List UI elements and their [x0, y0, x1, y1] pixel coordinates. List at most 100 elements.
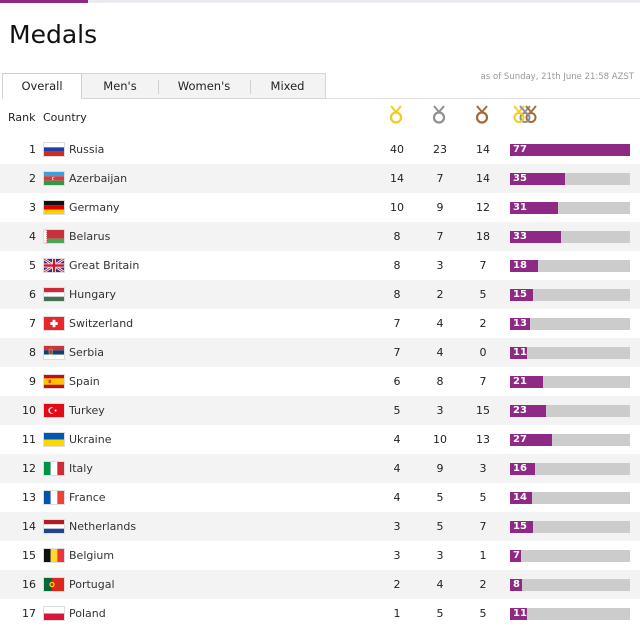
country-name[interactable]: Russia [69, 143, 105, 156]
country-name[interactable]: Portugal [69, 578, 115, 591]
gold-count: 3 [393, 520, 401, 533]
total-bar-fill [510, 347, 527, 359]
belgium-flag-icon [44, 549, 64, 562]
rank-cell: 4 [29, 230, 36, 243]
country-name[interactable]: Great Britain [69, 259, 140, 272]
total-bar-fill [510, 521, 533, 533]
gold-medal-icon[interactable] [388, 105, 404, 128]
table-row[interactable]: 9 Spain 6 8 7 21 [0, 367, 640, 396]
total-bar-fill [510, 173, 565, 185]
table-row[interactable]: 12 Italy 4 9 3 16 [0, 454, 640, 483]
total-count: 23 [513, 405, 527, 416]
hungary-flag-icon [44, 288, 64, 301]
total-bar-fill [510, 202, 558, 214]
total-bar: 15 [510, 289, 630, 301]
silver-count: 3 [436, 404, 444, 417]
country-name[interactable]: Serbia [69, 346, 105, 359]
rank-column-header[interactable]: Rank [8, 111, 36, 124]
spain-flag-icon [44, 375, 64, 388]
russia-flag-icon [44, 143, 64, 156]
country-name[interactable]: Belarus [69, 230, 111, 243]
country-name[interactable]: Netherlands [69, 520, 137, 533]
country-name[interactable]: Germany [69, 201, 120, 214]
rank-cell: 14 [22, 520, 36, 533]
table-row[interactable]: 16 Portugal 2 4 2 8 [0, 570, 640, 599]
table-row[interactable]: 14 Netherlands 3 5 7 15 [0, 512, 640, 541]
country-name[interactable]: Switzerland [69, 317, 134, 330]
table-row[interactable]: 5 Great Britain 8 3 7 18 [0, 251, 640, 280]
total-bar: 7 [510, 550, 630, 562]
total-bar-fill [510, 434, 552, 446]
total-bar-fill [510, 376, 543, 388]
total-bar: 18 [510, 260, 630, 272]
silver-count: 9 [436, 462, 444, 475]
country-name[interactable]: Hungary [69, 288, 116, 301]
bronze-count: 18 [476, 230, 490, 243]
total-count: 7 [513, 550, 520, 561]
table-row[interactable]: 11 Ukraine 4 10 13 27 [0, 425, 640, 454]
tab-womens[interactable]: Women's [158, 73, 250, 99]
ukraine-flag-icon [44, 433, 64, 446]
table-row[interactable]: 1 Russia 40 23 14 77 [0, 135, 640, 164]
table-row[interactable]: 13 France 4 5 5 14 [0, 483, 640, 512]
total-bar-fill [510, 144, 630, 156]
rank-cell: 9 [29, 375, 36, 388]
table-row[interactable]: 2 Azerbaijan 14 7 14 35 [0, 164, 640, 193]
tab-mens[interactable]: Men's [82, 73, 158, 99]
silver-count: 2 [436, 288, 444, 301]
bronze-count: 3 [479, 462, 487, 475]
rank-cell: 5 [29, 259, 36, 272]
table-row[interactable]: 3 Germany 10 9 12 31 [0, 193, 640, 222]
total-bar-fill [510, 579, 522, 591]
total-bar-fill [510, 463, 535, 475]
country-name[interactable]: Spain [69, 375, 100, 388]
country-column-header[interactable]: Country [43, 111, 87, 124]
silver-count: 9 [436, 201, 444, 214]
silver-count: 5 [436, 607, 444, 620]
table-row[interactable]: 17 Poland 1 5 5 11 [0, 599, 640, 628]
country-name[interactable]: Poland [69, 607, 106, 620]
total-count: 18 [513, 260, 527, 271]
table-row[interactable]: 4 Belarus 8 7 18 33 [0, 222, 640, 251]
gold-count: 1 [393, 607, 401, 620]
country-name[interactable]: Belgium [69, 549, 115, 562]
table-row[interactable]: 15 Belgium 3 3 1 7 [0, 541, 640, 570]
page-title: Medals [9, 20, 98, 49]
silver-count: 3 [436, 259, 444, 272]
tab-mixed[interactable]: Mixed [250, 73, 326, 99]
country-name[interactable]: France [69, 491, 106, 504]
gold-count: 8 [393, 259, 401, 272]
azerbaijan-flag-icon [44, 172, 64, 185]
top-divider [0, 0, 640, 3]
total-bar: 16 [510, 463, 630, 475]
country-name[interactable]: Azerbaijan [69, 172, 128, 185]
germany-flag-icon [44, 201, 64, 214]
rank-cell: 8 [29, 346, 36, 359]
rank-cell: 16 [22, 578, 36, 591]
rank-cell: 3 [29, 201, 36, 214]
rank-cell: 11 [22, 433, 36, 446]
silver-count: 4 [436, 578, 444, 591]
total-bar: 11 [510, 347, 630, 359]
netherlands-flag-icon [44, 520, 64, 533]
total-bar: 15 [510, 521, 630, 533]
rank-cell: 12 [22, 462, 36, 475]
rank-cell: 15 [22, 549, 36, 562]
gold-count: 8 [393, 230, 401, 243]
silver-count: 23 [433, 143, 447, 156]
country-name[interactable]: Ukraine [69, 433, 112, 446]
table-row[interactable]: 6 Hungary 8 2 5 15 [0, 280, 640, 309]
tab-overall[interactable]: Overall [2, 73, 82, 99]
total-bar: 31 [510, 202, 630, 214]
gold-count: 4 [393, 491, 401, 504]
gold-count: 14 [390, 172, 404, 185]
table-row[interactable]: 8 Serbia 7 4 0 11 [0, 338, 640, 367]
table-row[interactable]: 10 Turkey 5 3 15 23 [0, 396, 640, 425]
table-row[interactable]: 7 Switzerland 7 4 2 13 [0, 309, 640, 338]
country-name[interactable]: Turkey [69, 404, 105, 417]
total-count: 14 [513, 492, 527, 503]
silver-medal-icon[interactable] [431, 105, 447, 128]
total-medals-icon[interactable] [510, 105, 540, 128]
bronze-medal-icon[interactable] [474, 105, 490, 128]
country-name[interactable]: Italy [69, 462, 93, 475]
